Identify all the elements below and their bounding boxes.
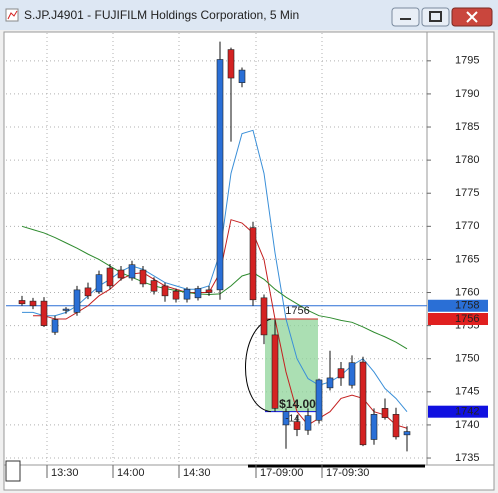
candle-body bbox=[260, 297, 268, 336]
y-tick-label: 1750 bbox=[455, 353, 479, 365]
candle-body bbox=[205, 289, 213, 293]
candle-body bbox=[293, 421, 301, 430]
candle-body bbox=[117, 269, 125, 279]
candle-body bbox=[95, 274, 103, 293]
price-tag bbox=[428, 405, 488, 418]
candle-body bbox=[370, 414, 378, 440]
price-tag-label: 1756 bbox=[455, 313, 479, 325]
price-tag-label: 1742 bbox=[455, 406, 479, 418]
candle-body bbox=[18, 300, 26, 305]
candle-body bbox=[359, 361, 367, 446]
candle-body bbox=[315, 379, 323, 421]
x-tick-label: 13:30 bbox=[51, 467, 79, 479]
y-tick-label: 1770 bbox=[455, 220, 479, 232]
y-tick-label: 1780 bbox=[455, 154, 479, 166]
y-tick-label: 1760 bbox=[455, 286, 479, 298]
scroll-handle[interactable] bbox=[5, 460, 21, 482]
candle-body bbox=[381, 408, 389, 418]
candle-body bbox=[172, 290, 180, 300]
y-tick-label: 1745 bbox=[455, 386, 479, 398]
candle-body bbox=[392, 414, 400, 438]
candle-body bbox=[161, 285, 169, 297]
candle-body bbox=[84, 287, 92, 297]
candle-body bbox=[106, 267, 114, 287]
minimize-button[interactable] bbox=[391, 7, 420, 27]
candle-body bbox=[194, 288, 202, 299]
moving-average-line bbox=[21, 225, 408, 350]
candle-body bbox=[348, 362, 356, 386]
y-tick-label: 1775 bbox=[455, 187, 479, 199]
y-tick-label: 1740 bbox=[455, 419, 479, 431]
candle-body bbox=[51, 319, 59, 333]
candle-body bbox=[128, 264, 136, 279]
app-icon-glyph bbox=[7, 10, 18, 20]
price-tag bbox=[428, 313, 488, 326]
candle-body bbox=[326, 377, 334, 389]
y-tick-label: 1765 bbox=[455, 253, 479, 265]
x-tick-label: 14:00 bbox=[117, 467, 145, 479]
plot-area: 1735174017451750175517601765177017751780… bbox=[6, 33, 488, 479]
candle-body bbox=[304, 415, 312, 431]
candle-body bbox=[403, 431, 411, 436]
measure-from-label: 1756 bbox=[285, 305, 309, 317]
x-tick-label: 17-09:30 bbox=[326, 467, 369, 479]
candle-body bbox=[249, 227, 257, 301]
price-tag bbox=[428, 299, 488, 312]
measure-change: -14 bbox=[285, 413, 300, 424]
candle-body bbox=[337, 368, 345, 379]
candle-body bbox=[150, 280, 158, 292]
y-tick-label: 1795 bbox=[455, 55, 479, 67]
measure-amount: $14.00 bbox=[279, 397, 316, 411]
candle-body bbox=[282, 411, 290, 426]
candle-body bbox=[183, 288, 191, 300]
app-icon bbox=[5, 8, 19, 22]
candle-body bbox=[139, 269, 147, 285]
candle-body bbox=[271, 334, 279, 409]
candle-body bbox=[29, 300, 37, 307]
candle-body bbox=[40, 300, 48, 326]
candle-body bbox=[238, 69, 246, 83]
window-buttons bbox=[391, 7, 493, 27]
price-tag-label: 1758 bbox=[455, 300, 479, 312]
x-tick-label: 17-09:00 bbox=[260, 467, 303, 479]
y-tick-label: 1790 bbox=[455, 88, 479, 100]
window-title: S.JP.J4901 - FUJIFILM Holdings Corporati… bbox=[24, 8, 299, 22]
candle-body bbox=[62, 308, 70, 311]
x-tick-label: 14:30 bbox=[183, 467, 211, 479]
candle-body bbox=[227, 49, 235, 79]
y-tick-label: 1735 bbox=[455, 452, 479, 464]
maximize-button[interactable] bbox=[421, 7, 450, 27]
chart-panel bbox=[3, 31, 495, 491]
y-tick-label: 1785 bbox=[455, 121, 479, 133]
candle-body bbox=[216, 59, 224, 291]
candle-body bbox=[73, 289, 81, 313]
